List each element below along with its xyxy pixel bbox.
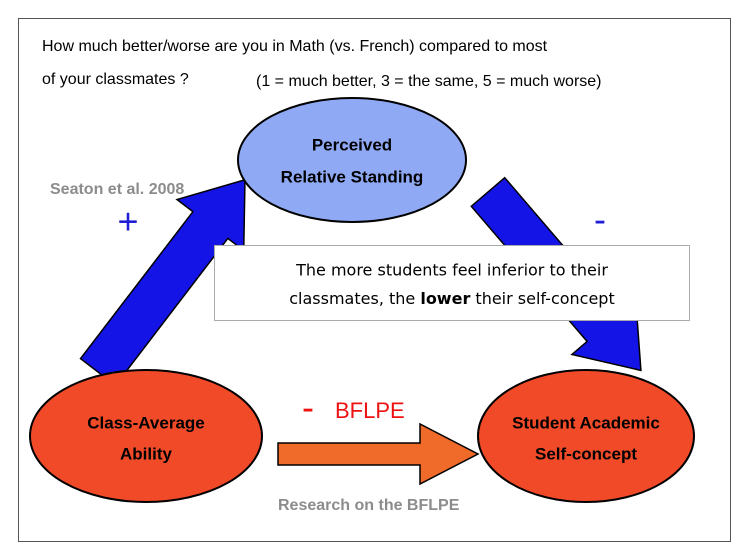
arrow-up [79, 178, 246, 387]
node-label: Perceived [312, 135, 392, 154]
source-label: Research on the BFLPE [278, 497, 460, 514]
note-text: classmates, the [289, 289, 420, 308]
note-emphasis: lower [420, 289, 470, 308]
question-line: How much better/worse are you in Math (v… [42, 38, 548, 55]
node-label: Class-Average [87, 413, 205, 432]
note-line: classmates, the lower their self-concept [289, 289, 614, 308]
edge-sign: - [302, 387, 314, 428]
note-box [214, 245, 690, 321]
node-ellipse [29, 369, 263, 503]
node-ellipse [237, 97, 467, 223]
edge-label: BFLPE [335, 398, 405, 423]
edge-sign: + [117, 201, 138, 242]
node-label: Student Academic [512, 413, 660, 432]
note-text: their self-concept [470, 289, 614, 308]
edge-sign: - [594, 199, 606, 240]
arrow-right [277, 422, 480, 486]
node-ellipse [477, 369, 695, 503]
node-label: Self-concept [535, 444, 637, 463]
note-line: The more students feel inferior to their [295, 261, 608, 280]
question-line: of your classmates ? [42, 71, 189, 88]
node-label: Relative Standing [281, 167, 424, 186]
node-label: Ability [120, 444, 172, 463]
source-label: Seaton et al. 2008 [50, 181, 184, 198]
question-scale: (1 = much better, 3 = the same, 5 = much… [256, 73, 602, 90]
